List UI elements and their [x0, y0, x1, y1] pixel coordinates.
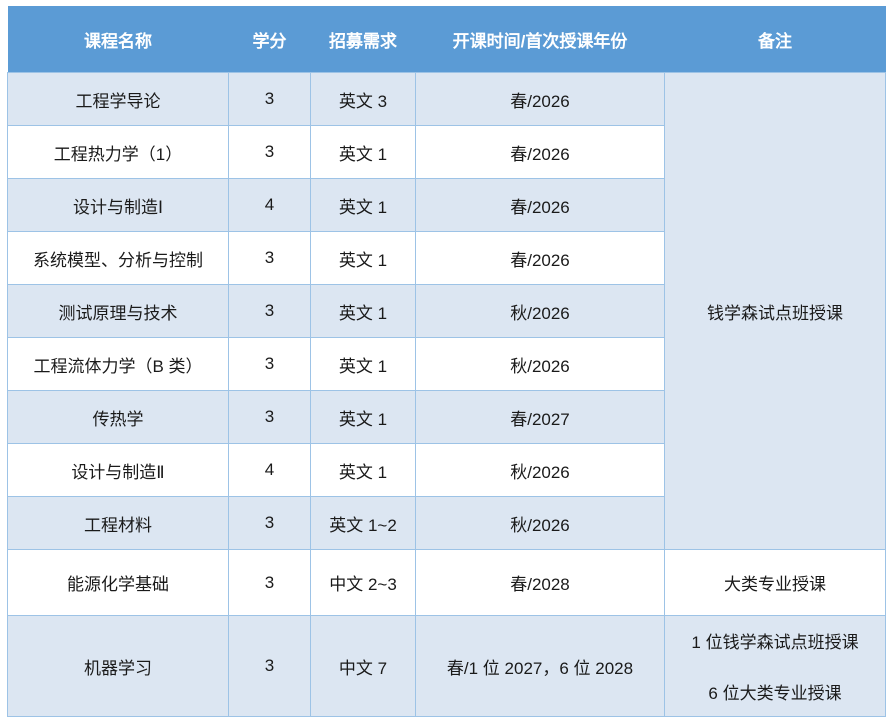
cell-course-name: 能源化学基础 [7, 549, 229, 616]
cell-recruitment: 英文 1 [310, 125, 416, 179]
cell-course-name: 测试原理与技术 [7, 284, 229, 338]
cell-course-name: 工程热力学（1） [7, 125, 229, 179]
cell-start-time: 秋/2026 [415, 496, 665, 550]
table-row: 工程热力学（1） 3 英文 1 春/2026 [7, 125, 886, 179]
table-row: 设计与制造Ⅰ 4 英文 1 春/2026 [7, 178, 886, 232]
cell-recruitment: 英文 1 [310, 284, 416, 338]
cell-credits: 3 [228, 549, 311, 616]
remark-line: 1 位钱学森试点班授课 [691, 633, 859, 652]
cell-course-name: 设计与制造Ⅰ [7, 178, 229, 232]
cell-start-time: 春/2026 [415, 72, 665, 126]
header-row: 课程名称 学分 招募需求 开课时间/首次授课年份 备注 [7, 6, 886, 73]
col-header-recruitment: 招募需求 [310, 6, 416, 73]
cell-credits: 4 [228, 443, 311, 497]
cell-credits: 3 [228, 615, 311, 717]
cell-start-time: 春/2026 [415, 231, 665, 285]
cell-credits: 3 [228, 125, 311, 179]
remark-lines: 1 位钱学森试点班授课 6 位大类专业授课 [669, 628, 881, 704]
cell-recruitment: 英文 1 [310, 390, 416, 444]
col-header-credits: 学分 [228, 6, 311, 73]
cell-recruitment: 英文 1~2 [310, 496, 416, 550]
cell-start-time: 春/2026 [415, 125, 665, 179]
table-row: 机器学习 3 中文 7 春/1 位 2027，6 位 2028 1 位钱学森试点… [7, 615, 886, 717]
cell-credits: 3 [228, 337, 311, 391]
table-row: 传热学 3 英文 1 春/2027 [7, 390, 886, 444]
cell-start-time: 秋/2026 [415, 284, 665, 338]
cell-credits: 3 [228, 231, 311, 285]
cell-start-time: 春/1 位 2027，6 位 2028 [415, 615, 665, 717]
table-row: 工程流体力学（B 类） 3 英文 1 秋/2026 [7, 337, 886, 391]
cell-course-name: 机器学习 [7, 615, 229, 717]
cell-credits: 3 [228, 284, 311, 338]
cell-course-name: 系统模型、分析与控制 [7, 231, 229, 285]
cell-recruitment: 中文 2~3 [310, 549, 416, 616]
cell-start-time: 春/2026 [415, 178, 665, 232]
cell-recruitment: 英文 3 [310, 72, 416, 126]
cell-recruitment: 英文 1 [310, 443, 416, 497]
cell-start-time: 秋/2026 [415, 337, 665, 391]
course-table: 课程名称 学分 招募需求 开课时间/首次授课年份 备注 工程学导论 3 英文 3… [7, 6, 886, 717]
cell-credits: 4 [228, 178, 311, 232]
cell-course-name: 工程流体力学（B 类） [7, 337, 229, 391]
remark-line: 6 位大类专业授课 [708, 684, 842, 703]
table-row: 工程学导论 3 英文 3 春/2026 钱学森试点班授课 [7, 72, 886, 550]
table-row: 系统模型、分析与控制 3 英文 1 春/2026 [7, 231, 886, 285]
col-header-start-time: 开课时间/首次授课年份 [415, 6, 665, 73]
cell-recruitment: 英文 1 [310, 337, 416, 391]
cell-remark: 1 位钱学森试点班授课 6 位大类专业授课 [664, 615, 886, 717]
cell-course-name: 设计与制造Ⅱ [7, 443, 229, 497]
cell-start-time: 春/2027 [415, 390, 665, 444]
cell-credits: 3 [228, 72, 311, 126]
cell-course-name: 工程学导论 [7, 72, 229, 126]
col-header-course-name: 课程名称 [7, 6, 229, 73]
table-row: 测试原理与技术 3 英文 1 秋/2026 [7, 284, 886, 338]
cell-remark: 大类专业授课 [664, 549, 886, 616]
cell-start-time: 秋/2026 [415, 443, 665, 497]
cell-remark-merged: 钱学森试点班授课 [664, 72, 886, 550]
cell-recruitment: 英文 1 [310, 178, 416, 232]
cell-recruitment: 英文 1 [310, 231, 416, 285]
cell-credits: 3 [228, 390, 311, 444]
table-row: 工程材料 3 英文 1~2 秋/2026 [7, 496, 886, 550]
table-row: 设计与制造Ⅱ 4 英文 1 秋/2026 [7, 443, 886, 497]
cell-recruitment: 中文 7 [310, 615, 416, 717]
col-header-remarks: 备注 [664, 6, 886, 73]
cell-course-name: 工程材料 [7, 496, 229, 550]
cell-start-time: 春/2028 [415, 549, 665, 616]
cell-course-name: 传热学 [7, 390, 229, 444]
course-schedule-table: 课程名称 学分 招募需求 开课时间/首次授课年份 备注 工程学导论 3 英文 3… [7, 6, 886, 717]
cell-credits: 3 [228, 496, 311, 550]
table-row: 能源化学基础 3 中文 2~3 春/2028 大类专业授课 [7, 549, 886, 616]
